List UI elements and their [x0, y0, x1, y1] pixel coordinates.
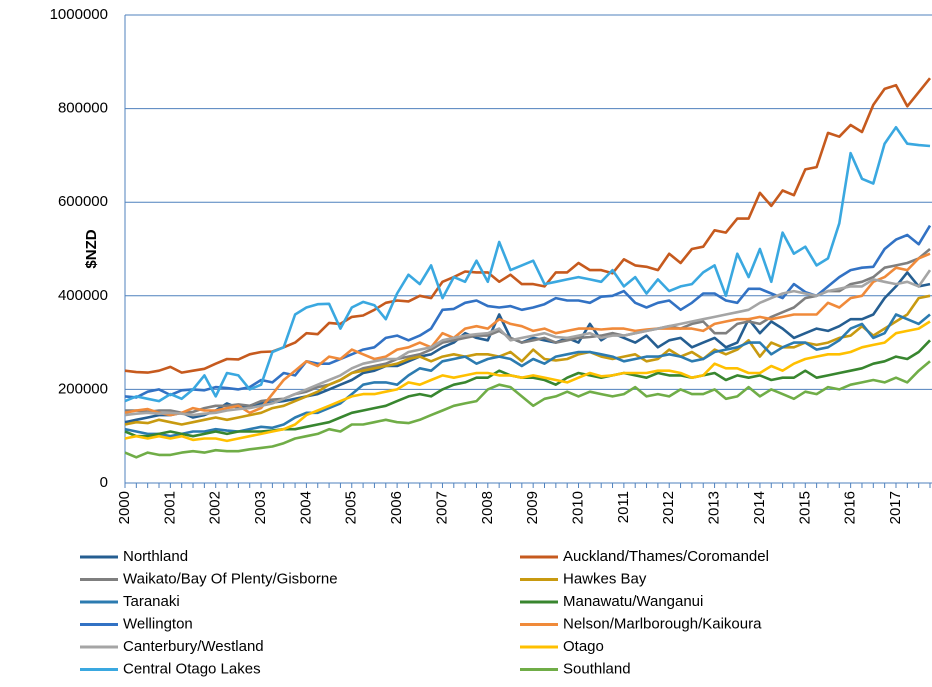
series-line: [124, 320, 931, 443]
x-tick-label: 2001: [161, 491, 178, 524]
x-tick-label: 2008: [479, 491, 496, 524]
x-tick-label: 2011: [615, 491, 632, 523]
legend-label: Otago: [563, 638, 604, 655]
legend-label: Central Otago Lakes: [123, 660, 261, 677]
legend-label: Hawkes Bay: [563, 570, 647, 587]
x-tick-label: 2012: [660, 491, 677, 524]
x-tick-label: 2000: [116, 491, 133, 524]
legend-label: Wellington: [123, 615, 193, 632]
y-tick-label: 1000000: [50, 6, 108, 23]
x-tick-label: 2015: [796, 491, 813, 524]
series-line: [124, 224, 932, 399]
x-tick-label: 2007: [433, 491, 450, 524]
series-line: [124, 360, 931, 459]
series-line: [124, 269, 932, 417]
x-tick-label: 2005: [343, 491, 360, 524]
y-tick-label: 600000: [58, 193, 108, 210]
series-line: [124, 252, 931, 417]
y-axis-label: $NZD: [83, 229, 100, 268]
legend-label: Nelson/Marlborough/Kaikoura: [563, 615, 762, 632]
series-line: [125, 248, 931, 415]
x-tick-label: 2017: [887, 491, 904, 524]
legend-label: Canterbury/Westland: [123, 638, 264, 655]
y-tick-label: 800000: [58, 100, 108, 117]
legend-label: Taranaki: [123, 593, 180, 610]
x-tick-label: 2016: [842, 491, 859, 524]
legend-label: Waikato/Bay Of Plenty/Gisborne: [123, 570, 338, 587]
series-line: [124, 313, 931, 438]
x-tick-label: 2006: [388, 491, 405, 524]
y-tick-label: 200000: [58, 380, 108, 397]
series-line: [124, 77, 932, 374]
legend-label: Auckland/Thames/Coromandel: [563, 548, 769, 565]
series-line: [124, 294, 931, 426]
x-tick-label: 2013: [706, 491, 723, 524]
x-tick-label: 2004: [297, 491, 314, 524]
series-line: [124, 126, 931, 403]
x-tick-label: 2014: [751, 491, 768, 524]
y-tick-label: 400000: [58, 287, 108, 304]
x-tick-label: 2009: [524, 491, 541, 524]
x-tick-label: 2003: [252, 491, 269, 524]
legend-label: Manawatu/Wanganui: [563, 593, 703, 610]
y-tick-label: 0: [100, 474, 108, 491]
legend-label: Southland: [563, 660, 631, 677]
x-tick-label: 2010: [569, 491, 586, 524]
x-tick-label: 2002: [207, 491, 224, 524]
legend-label: Northland: [123, 548, 188, 565]
